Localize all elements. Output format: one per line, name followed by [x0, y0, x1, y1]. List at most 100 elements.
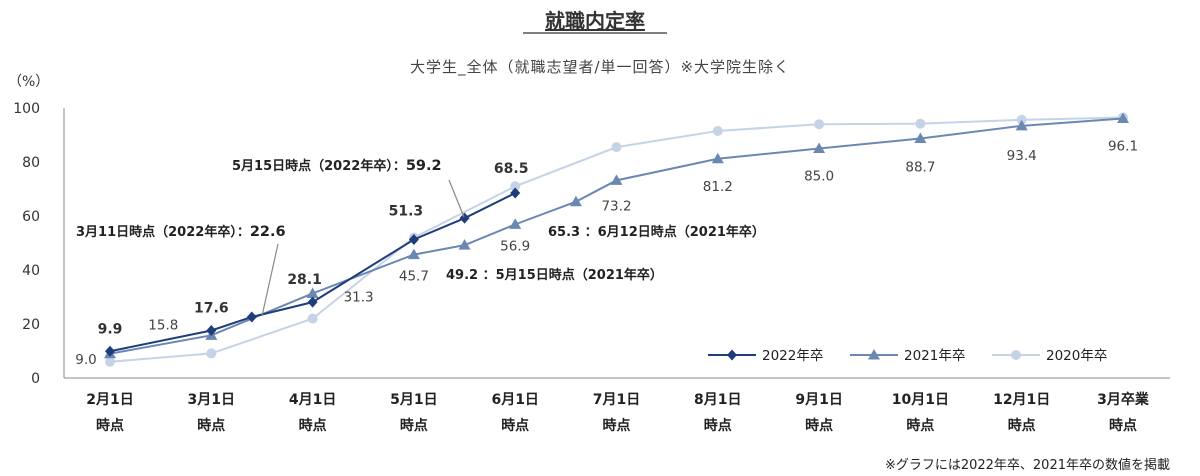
x-tick-label: 10月1日: [892, 392, 949, 408]
annotation-may15-2022-text: 5月15日時点（2022年卒）：: [232, 158, 406, 174]
legend-marker: [868, 349, 880, 360]
annotation-mar11-2022-text: 3月11日時点（2022年卒）：: [76, 224, 250, 240]
data-label: 85.0: [804, 169, 834, 185]
x-tick-label: 12月1日: [993, 392, 1050, 408]
data-point-marker: [206, 324, 217, 336]
x-tick-label: 9月1日: [795, 392, 842, 408]
data-point-marker: [510, 181, 521, 192]
x-tick-label: 4月1日: [289, 392, 336, 408]
x-tick-label: 時点: [704, 417, 732, 434]
data-point-marker: [105, 345, 115, 357]
legend-item: 2022年卒: [708, 348, 823, 364]
annotation-mar11-2022-value: 22.6: [250, 224, 286, 240]
y-tick-label: 0: [31, 371, 40, 387]
series-2020年卒: [105, 112, 1128, 367]
legend-item: 2020年卒: [992, 348, 1107, 364]
data-point-marker: [206, 348, 217, 359]
legend-marker: [727, 349, 737, 361]
x-tick-label: 時点: [603, 417, 631, 434]
data-point-marker: [611, 142, 622, 153]
data-label: 88.7: [905, 160, 935, 176]
data-point-marker: [813, 142, 826, 153]
data-label: 51.3: [389, 203, 424, 219]
x-tick-label: 時点: [805, 417, 833, 434]
data-point-marker: [306, 287, 319, 298]
data-point-marker: [408, 233, 419, 245]
data-point-marker: [459, 212, 470, 224]
x-tick-label: 時点: [1109, 417, 1137, 434]
x-tick-label: 時点: [501, 417, 529, 434]
legend-label: 2022年卒: [762, 348, 823, 364]
data-label: 15.8: [148, 317, 178, 333]
annotations: 3月11日時点（2022年卒）：22.6 5月15日時点（2022年卒）：59.…: [76, 158, 765, 317]
data-label: 68.5: [494, 161, 529, 177]
data-point-marker: [610, 174, 623, 185]
legend-label: 2020年卒: [1046, 348, 1107, 364]
x-tick-label: 時点: [1008, 417, 1036, 434]
y-tick-label: 20: [22, 317, 40, 333]
annotation-may15-2021: 49.2 ：5月15日時点（2021年卒）: [446, 267, 663, 283]
data-point-marker: [407, 248, 420, 260]
data-point-marker: [814, 119, 825, 130]
footnote: ※グラフには2022年卒、2021年卒の数値を掲載: [885, 457, 1170, 473]
data-label: 73.2: [601, 198, 631, 214]
x-tick-label: 3月卒業: [1097, 391, 1150, 408]
x-tick-label: 時点: [906, 417, 934, 434]
data-point-marker: [1117, 112, 1129, 124]
y-tick-label: 100: [13, 101, 40, 117]
x-tick-label: 6月1日: [491, 392, 538, 408]
annotation-may15-2022-value: 59.2: [406, 158, 442, 174]
data-point-marker: [510, 187, 521, 199]
annotation-mar11-leader: [261, 243, 279, 317]
data-point-marker: [569, 195, 582, 207]
chart-title: 就職内定率: [545, 9, 645, 33]
x-tick-label: 8月1日: [694, 392, 741, 408]
x-tick-label: 5月1日: [390, 392, 437, 408]
x-tick-label: 時点: [96, 417, 124, 434]
data-point-marker: [509, 218, 522, 229]
x-tick-label: 7月1日: [593, 392, 640, 408]
data-label: 28.1: [287, 272, 322, 288]
x-tick-label: 時点: [400, 417, 428, 434]
y-tick-label: 40: [22, 263, 40, 279]
data-point-marker: [307, 313, 318, 324]
x-tick-label: 2月1日: [86, 392, 133, 408]
legend-item: 2021年卒: [850, 348, 965, 364]
data-point-marker: [1015, 119, 1028, 131]
annotation-may15-2022: 5月15日時点（2022年卒）：59.2: [232, 158, 442, 174]
annotation-may15-leader: [448, 179, 465, 218]
data-labels: 9.9 17.6 28.1 51.3 68.5 15.8 31.3 45.7 56.9 73.2 8…: [75, 139, 1138, 368]
annotation-mar11-2022: 3月11日時点（2022年卒）：22.6: [76, 224, 286, 240]
data-label: 9.9: [98, 321, 123, 337]
y-axis-unit: （%）: [8, 74, 49, 90]
x-tick-label: 時点: [299, 417, 327, 434]
x-tick-label: 3月1日: [188, 392, 235, 408]
data-point-marker: [105, 356, 115, 367]
data-label: 93.4: [1007, 148, 1037, 164]
data-label: 9.0: [75, 352, 96, 368]
data-point-marker: [914, 132, 927, 144]
data-label: 56.9: [500, 238, 530, 254]
data-point-marker: [246, 311, 257, 323]
y-tick-label: 80: [22, 155, 40, 171]
data-point-marker: [458, 239, 471, 250]
data-point-marker: [711, 152, 724, 164]
y-tick-label: 60: [22, 209, 40, 225]
data-point-marker: [307, 296, 318, 308]
data-label: 31.3: [344, 289, 374, 305]
data-point-marker: [712, 125, 723, 136]
data-label: 81.2: [703, 179, 733, 195]
data-label: 96.1: [1108, 139, 1138, 155]
legend: 2022年卒 2021年卒 2020年卒: [708, 348, 1107, 364]
data-point-marker: [915, 118, 926, 129]
x-tick-label: 時点: [197, 417, 225, 434]
data-label: 17.6: [194, 300, 229, 316]
annotation-jun12-2021: 65.3 ：6月12日時点（2021年卒）: [548, 224, 765, 240]
series-layer: [104, 112, 1129, 367]
data-label: 45.7: [399, 269, 429, 285]
legend-label: 2021年卒: [904, 348, 965, 364]
chart-subtitle: 大学生_全体（就職志望者/単一回答）※大学院生除く: [410, 58, 790, 77]
series-2022年卒: [105, 187, 521, 357]
legend-marker: [1011, 350, 1021, 360]
